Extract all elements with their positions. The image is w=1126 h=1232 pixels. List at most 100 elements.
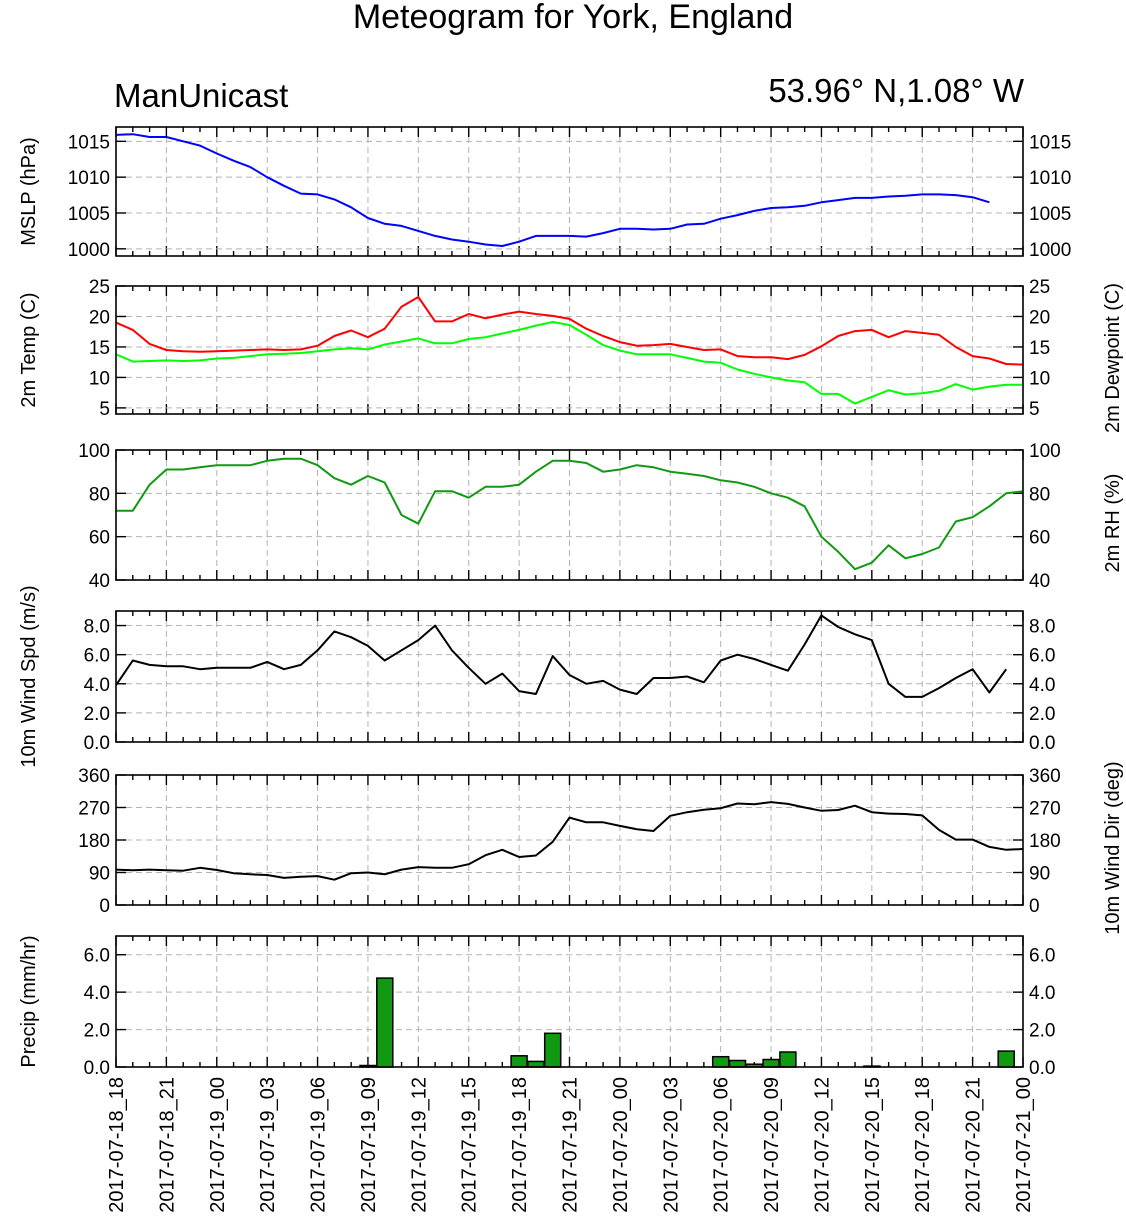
y-tick-label-left: 360: [78, 766, 110, 787]
x-tick-label: 2017-07-20_15: [862, 1077, 884, 1213]
y-tick-label-right: 100: [1029, 441, 1061, 462]
y-axis-label-left: 2m Temp (C): [18, 292, 40, 407]
y-tick-label-left: 60: [89, 528, 110, 549]
y-tick-label-left: 6.0: [84, 946, 110, 967]
panel-mslp: 1000 1000 1005 1005 1010 1010 1015 1015 MSLP (hP…: [18, 126, 1071, 261]
panel-precip: 0.0 0.0 2.0 2.0 4.0 4.0 6.0 6.0 Precip (mm/hr): [18, 935, 1055, 1079]
x-axis: 2017-07-18_18 2017-07-18_21 2017-07-19_00 2…: [106, 1077, 1035, 1213]
x-tick-label: 2017-07-20_00: [610, 1077, 632, 1213]
y-tick-label-right: 1010: [1029, 168, 1071, 189]
y-tick-label-right: 6.0: [1029, 646, 1055, 667]
y-tick-label-right: 180: [1029, 831, 1061, 852]
y-tick-label-left: 80: [89, 484, 110, 505]
x-tick-label: 2017-07-19_09: [358, 1077, 380, 1213]
y-tick-label-right: 60: [1029, 528, 1050, 549]
y-tick-label-left: 2.0: [84, 704, 110, 725]
y-tick-label-right: 0.0: [1029, 733, 1055, 754]
y-axis-label-left: Precip (mm/hr): [18, 935, 40, 1067]
y-tick-label-right: 2.0: [1029, 1021, 1055, 1042]
y-tick-label-right: 6.0: [1029, 946, 1055, 967]
y-tick-label-right: 1005: [1029, 204, 1071, 225]
series-line-rh-0: [116, 457, 1024, 571]
precip-bar: [711, 1055, 730, 1068]
y-tick-label-right: 25: [1029, 277, 1050, 298]
y-tick-label-right: 20: [1029, 307, 1050, 328]
y-tick-label-right: 2.0: [1029, 704, 1055, 725]
precip-bar: [728, 1059, 747, 1068]
y-tick-label-right: 80: [1029, 484, 1050, 505]
y-tick-label-right: 1015: [1029, 132, 1071, 153]
y-axis-label-right: 10m Wind Dir (deg): [1102, 761, 1124, 934]
y-tick-label-right: 10: [1029, 368, 1050, 389]
series-line-temp-1: [115, 321, 1023, 405]
y-tick-label-right: 270: [1029, 799, 1061, 820]
y-tick-label-left: 6.0: [84, 646, 110, 667]
panel-frame: [115, 285, 1024, 415]
panel-frame: [115, 610, 1024, 743]
y-tick-label-left: 90: [89, 864, 110, 885]
y-tick-label-right: 40: [1029, 571, 1050, 592]
x-tick-label: 2017-07-19_03: [257, 1077, 279, 1213]
panel-frame: [115, 126, 1024, 257]
series-line-mslp-0: [115, 133, 990, 247]
precip-bar: [543, 1032, 562, 1068]
x-tick-label: 2017-07-18_21: [156, 1077, 178, 1213]
precip-bar: [376, 977, 394, 1068]
panel-rh: 40 40 60 60 80 80 100 100 2m RH (%): [78, 441, 1124, 592]
y-tick-label-left: 25: [89, 277, 110, 298]
source-label: ManUnicast: [114, 77, 288, 114]
y-tick-label-left: 2.0: [84, 1021, 110, 1042]
y-tick-label-left: 15: [89, 338, 110, 359]
y-tick-label-left: 100: [78, 441, 110, 462]
panel-frame: [115, 774, 1024, 906]
y-tick-label-left: 5: [99, 399, 110, 420]
x-tick-label: 2017-07-21_00: [1013, 1077, 1035, 1213]
x-tick-label: 2017-07-20_09: [761, 1077, 783, 1213]
panel-wind_dir: 0 0 90 90 180 180 270 270 360 360 10m Wind Dir (de…: [78, 761, 1124, 934]
y-tick-label-left: 4.0: [84, 675, 110, 696]
precip-bar: [762, 1058, 780, 1068]
panel-frame: [115, 935, 1024, 1068]
panel-temp: 5 5 10 10 15 15 20 20 25 25 2m Temp (C) 2m Dewpoint…: [18, 277, 1124, 433]
y-tick-label-right: 0.0: [1029, 1058, 1055, 1079]
y-tick-label-left: 8.0: [84, 617, 110, 638]
x-tick-label: 2017-07-20_06: [711, 1077, 733, 1213]
y-tick-label-right: 15: [1029, 338, 1050, 359]
chart-title: Meteogram for York, England: [353, 0, 793, 36]
y-tick-label-left: 0.0: [84, 1058, 110, 1079]
precip-bar: [779, 1051, 797, 1068]
x-tick-label: 2017-07-19_12: [408, 1077, 430, 1213]
precip-bar: [527, 1060, 545, 1068]
location-label: 53.96° N,1.08° W: [768, 72, 1025, 109]
y-tick-label-left: 20: [89, 307, 110, 328]
series-line-temp-0: [115, 296, 1024, 366]
y-tick-label-left: 270: [78, 799, 110, 820]
x-tick-label: 2017-07-18_18: [106, 1077, 128, 1213]
y-tick-label-left: 180: [78, 831, 110, 852]
x-tick-label: 2017-07-19_18: [509, 1077, 531, 1213]
y-axis-label-left: MSLP (hPa): [18, 137, 40, 246]
panel-frame: [115, 449, 1024, 581]
series-line-wind_dir-0: [115, 801, 1024, 881]
y-tick-label-left: 1005: [68, 204, 110, 225]
y-tick-label-right: 1000: [1029, 240, 1071, 261]
y-tick-label-right: 4.0: [1029, 983, 1055, 1004]
y-tick-label-right: 90: [1029, 864, 1050, 885]
precip-bar: [510, 1055, 528, 1068]
x-tick-label: 2017-07-20_03: [660, 1077, 682, 1213]
y-tick-label-right: 8.0: [1029, 617, 1055, 638]
precip-bar: [997, 1050, 1015, 1068]
y-tick-label-left: 4.0: [84, 983, 110, 1004]
y-axis-label-right: 2m Dewpoint (C): [1102, 283, 1124, 433]
y-tick-label-right: 4.0: [1029, 675, 1055, 696]
x-tick-label: 2017-07-20_21: [963, 1077, 985, 1213]
y-tick-label-right: 360: [1029, 766, 1061, 787]
y-tick-label-left: 1010: [68, 168, 110, 189]
y-tick-label-left: 1015: [68, 132, 110, 153]
y-axis-label-right: 2m RH (%): [1102, 474, 1124, 573]
y-tick-label-left: 40: [89, 571, 110, 592]
series-line-wind_speed-0: [115, 614, 1008, 698]
x-tick-label: 2017-07-19_06: [308, 1077, 330, 1213]
y-tick-label-left: 1000: [68, 240, 110, 261]
